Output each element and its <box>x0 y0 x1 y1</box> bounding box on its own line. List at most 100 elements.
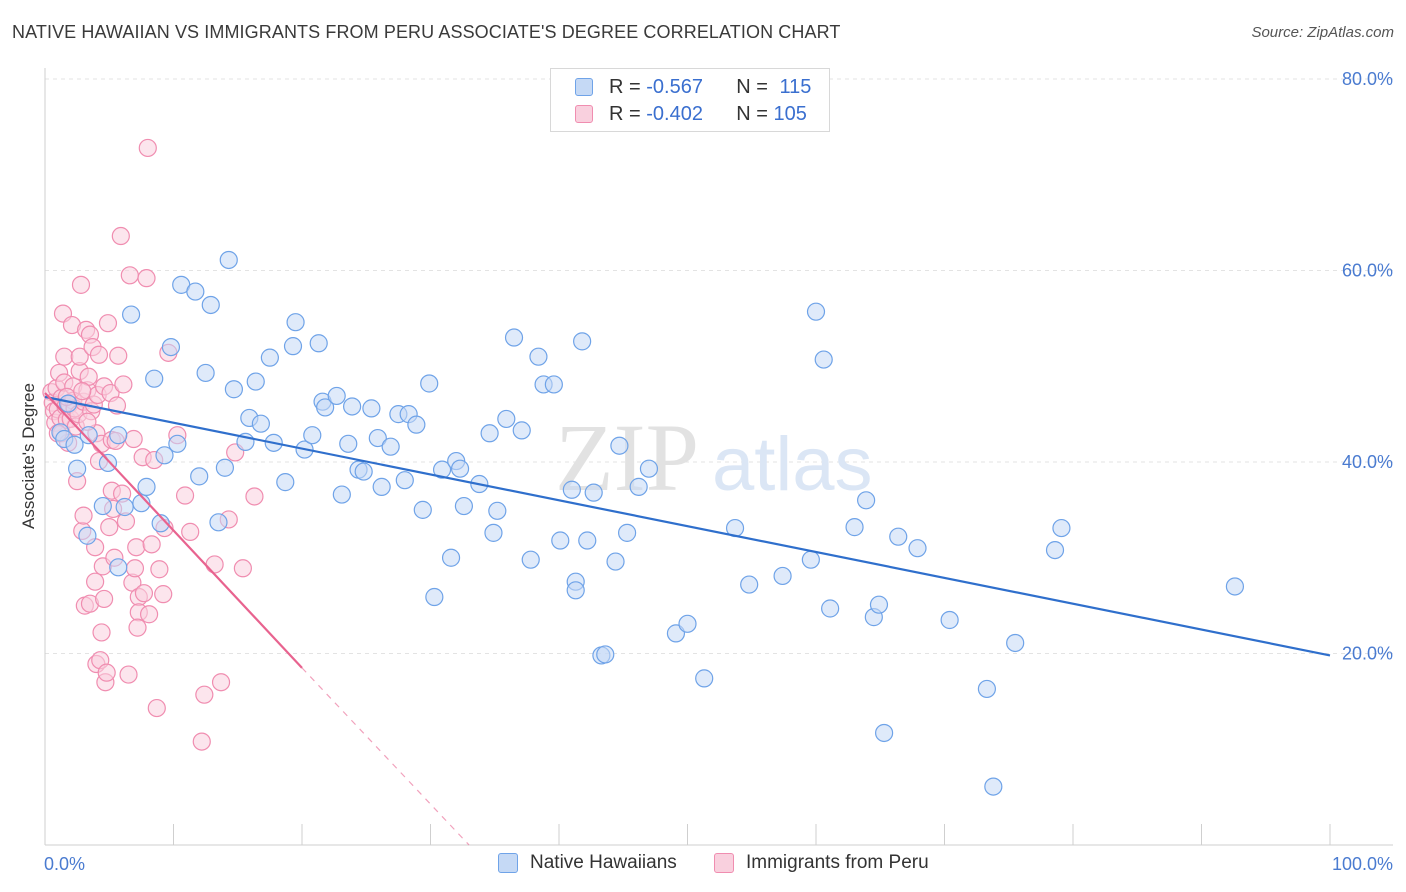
legend-n-value: 115 <box>779 75 812 98</box>
tick-labels: 20.0% 40.0% 60.0% 80.0% 0.0% 100.0% <box>44 69 1393 874</box>
point-native-hawaiians-50 <box>368 428 387 448</box>
point-native-hawaiians-104 <box>875 723 894 743</box>
point-native-hawaiians-40 <box>309 334 328 353</box>
point-native-hawaiians-66 <box>480 424 499 443</box>
point-native-hawaiians-101 <box>857 491 876 510</box>
point-native-hawaiians-70 <box>504 328 524 347</box>
point-immigrants-from-peru-82 <box>154 585 173 604</box>
point-native-hawaiians-15 <box>145 369 164 388</box>
point-native-hawaiians-81 <box>578 531 597 550</box>
point-immigrants-from-peru-64 <box>114 375 133 394</box>
point-native-hawaiians-67 <box>484 523 503 542</box>
point-immigrants-from-peru-95 <box>73 382 92 401</box>
point-immigrants-from-peru-12 <box>55 347 74 366</box>
point-native-hawaiians-3 <box>65 435 84 454</box>
point-native-hawaiians-63 <box>450 459 470 478</box>
point-native-hawaiians-28 <box>224 380 243 399</box>
point-immigrants-from-peru-45 <box>89 345 109 364</box>
y-tick-label-2: 60.0% <box>1342 261 1393 281</box>
point-immigrants-from-peru-86 <box>181 522 200 541</box>
legend-swatch-blue <box>575 78 593 96</box>
point-immigrants-from-peru-81 <box>150 560 169 579</box>
legend-swatch-pink <box>575 105 593 123</box>
point-native-hawaiians-46 <box>343 397 362 416</box>
point-native-hawaiians-37 <box>286 313 305 332</box>
legend-n-label: N = <box>736 75 768 98</box>
point-native-hawaiians-86 <box>610 436 629 455</box>
legend-r-value: -0.567 <box>646 75 703 98</box>
stats-legend: R = -0.567 N = 115 R = -0.402 N = 105 <box>550 68 830 132</box>
point-immigrants-from-peru-76 <box>137 269 156 288</box>
point-immigrants-from-peru-88 <box>195 685 214 704</box>
point-native-hawaiians-92 <box>695 669 714 688</box>
point-native-hawaiians-26 <box>215 458 234 477</box>
point-native-hawaiians-97 <box>806 302 826 321</box>
point-native-hawaiians-109 <box>984 777 1003 796</box>
point-native-hawaiians-23 <box>196 363 215 383</box>
point-native-hawaiians-91 <box>678 614 697 633</box>
point-immigrants-from-peru-104 <box>245 487 264 506</box>
point-native-hawaiians-105 <box>889 527 908 546</box>
x-tick-label-0: 0.0% <box>44 854 85 874</box>
trend-line-0 <box>44 395 1331 657</box>
point-native-hawaiians-111 <box>1045 540 1065 560</box>
point-native-hawaiians-57 <box>413 500 432 519</box>
series-legend: Native Hawaiians Immigrants from Peru <box>0 852 1406 878</box>
point-native-hawaiians-88 <box>629 477 648 496</box>
point-native-hawaiians-45 <box>339 434 358 453</box>
point-native-hawaiians-19 <box>168 434 187 453</box>
point-native-hawaiians-16 <box>151 514 170 533</box>
point-native-hawaiians-49 <box>362 399 381 418</box>
point-native-hawaiians-112 <box>1052 518 1071 538</box>
point-native-hawaiians-22 <box>190 467 209 486</box>
point-immigrants-from-peru-87 <box>192 732 211 751</box>
legend-row-native-hawaiians: R = -0.567 N = 115 <box>575 75 811 99</box>
point-native-hawaiians-24 <box>201 295 220 315</box>
point-immigrants-from-peru-103 <box>233 559 252 578</box>
point-immigrants-from-peru-85 <box>175 486 195 505</box>
point-native-hawaiians-99 <box>821 599 840 618</box>
point-native-hawaiians-52 <box>381 437 400 456</box>
point-native-hawaiians-84 <box>596 645 615 664</box>
point-immigrants-from-peru-40 <box>86 572 105 591</box>
point-native-hawaiians-31 <box>246 372 265 391</box>
point-native-hawaiians-108 <box>977 679 997 699</box>
point-native-hawaiians-56 <box>407 415 426 434</box>
point-immigrants-from-peru-62 <box>109 346 128 365</box>
point-immigrants-from-peru-71 <box>127 538 146 557</box>
y-tick-label-3: 80.0% <box>1342 69 1393 89</box>
point-native-hawaiians-71 <box>512 421 531 440</box>
point-native-hawaiians-32 <box>251 414 270 433</box>
point-native-hawaiians-21 <box>186 282 205 301</box>
point-immigrants-from-peru-78 <box>142 535 161 554</box>
point-native-hawaiians-12 <box>121 305 141 324</box>
point-native-hawaiians-113 <box>1225 577 1245 596</box>
legend-item-immigrants-from-peru: Immigrants from Peru <box>714 852 929 874</box>
point-native-hawaiians-60 <box>432 460 452 479</box>
point-native-hawaiians-36 <box>283 337 303 356</box>
grid-lines <box>45 78 1393 654</box>
point-native-hawaiians-61 <box>441 548 461 567</box>
chart-title: NATIVE HAWAIIAN VS IMMIGRANTS FROM PERU … <box>12 22 841 42</box>
legend-swatch-pink <box>714 853 734 873</box>
axes <box>44 68 1393 846</box>
point-immigrants-from-peru-27 <box>71 275 91 294</box>
point-native-hawaiians-42 <box>316 398 335 417</box>
point-native-hawaiians-18 <box>161 338 181 357</box>
legend-r-value: -0.402 <box>646 102 703 125</box>
point-immigrants-from-peru-101 <box>139 605 159 624</box>
source-label: Source: ZipAtlas.com <box>1251 24 1394 41</box>
trend-lines <box>44 392 1331 846</box>
point-native-hawaiians-95 <box>773 566 792 586</box>
point-immigrants-from-peru-80 <box>147 698 166 718</box>
point-native-hawaiians-25 <box>209 513 228 532</box>
point-native-hawaiians-94 <box>740 575 759 594</box>
point-native-hawaiians-4 <box>68 459 87 478</box>
watermark: ZIP atlas <box>555 404 873 511</box>
point-native-hawaiians-14 <box>137 477 156 496</box>
point-immigrants-from-peru-54 <box>98 314 118 333</box>
point-native-hawaiians-69 <box>497 409 516 429</box>
point-native-hawaiians-76 <box>551 531 570 550</box>
point-immigrants-from-peru-77 <box>138 138 157 158</box>
